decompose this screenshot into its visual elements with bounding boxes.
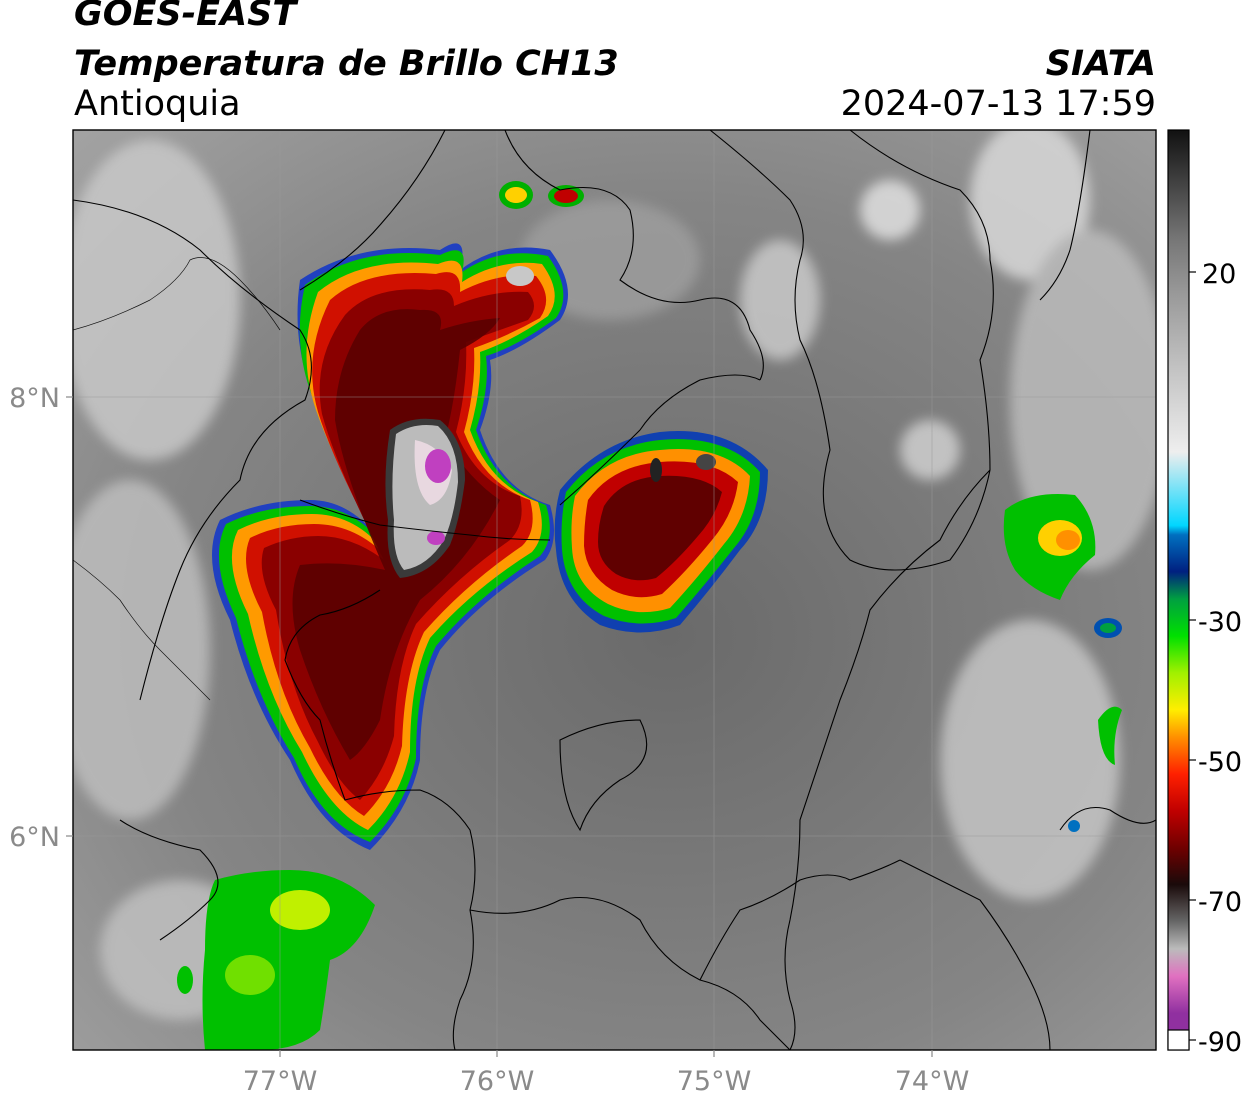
colorbar-tick-minus70: -70 [1198, 887, 1242, 918]
satellite-title: GOES-EAST [74, 0, 297, 34]
map-frame [72, 129, 1157, 1051]
political-boundaries [73, 130, 1156, 1050]
region-label: Antioquia [74, 84, 241, 124]
colorbar-tick-minus50: -50 [1198, 747, 1242, 778]
product-title: Temperatura de Brillo CH13 [74, 44, 619, 84]
graticule [73, 130, 1156, 1050]
lon-label-77w: 77°W [243, 1066, 318, 1097]
colorbar-tick-minus30: -30 [1198, 607, 1242, 638]
lon-label-75w: 75°W [677, 1066, 752, 1097]
satellite-image [73, 130, 1156, 1050]
coastline [73, 257, 281, 701]
lat-label-6n: 6°N [9, 822, 60, 853]
lat-label-8n: 8°N [9, 383, 60, 414]
colorbar: 20 -30 -50 -70 -90 [1167, 129, 1242, 1058]
lon-label-74w: 74°W [895, 1066, 970, 1097]
latitude-axis: 8°N 6°N [9, 383, 73, 853]
colorbar-tick-minus90: -90 [1198, 1027, 1242, 1058]
datetime-label: 2024-07-13 17:59 [840, 84, 1156, 124]
colorbar-tick-20: 20 [1202, 259, 1236, 290]
convective-cloud-cells [177, 181, 1122, 1050]
lon-label-76w: 76°W [460, 1066, 535, 1097]
longitude-axis: 77°W 76°W 75°W 74°W [243, 1050, 970, 1097]
organization-label: SIATA [1045, 44, 1156, 84]
